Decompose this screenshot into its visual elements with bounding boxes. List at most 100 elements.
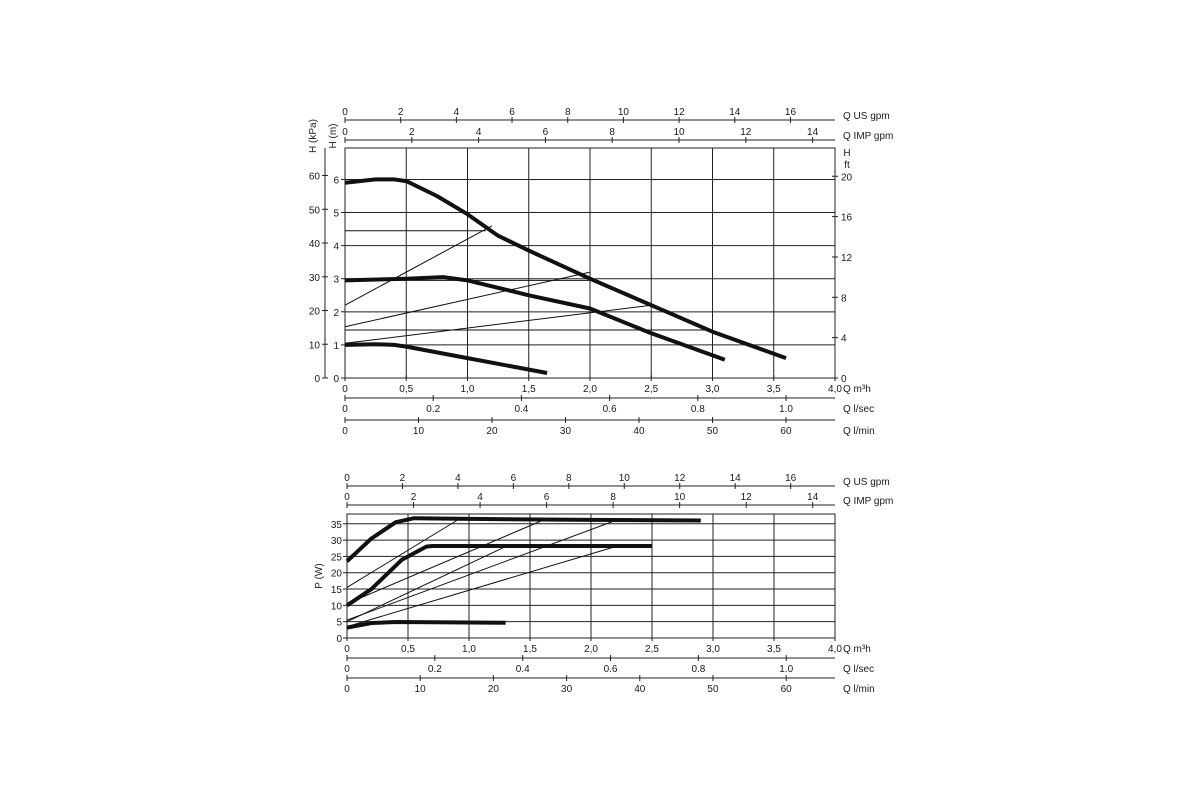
top-axis-tick-label: 12 xyxy=(741,492,753,503)
y-axis-tick-label: 10 xyxy=(331,601,343,612)
top-axis-tick-label: 8 xyxy=(609,127,615,138)
bottom-axis-tick-label: 0 xyxy=(344,664,350,675)
y-axis-tick-label-ft: 0 xyxy=(841,374,847,385)
top-axis-tick-label: 12 xyxy=(740,127,752,138)
reference-line xyxy=(346,546,506,623)
top-axis-tick-label: 0 xyxy=(342,127,348,138)
y-axis-tick-label-kpa: 50 xyxy=(309,205,321,216)
bottom-axis-tick-label: 0.4 xyxy=(514,404,528,415)
bottom-axis-tick-label: 1.0 xyxy=(779,664,793,675)
top-axis-tick-label: 8 xyxy=(565,107,571,118)
y-axis-tick-label-kpa: 20 xyxy=(309,307,321,318)
bottom-axis-tick-label: 4,0 xyxy=(828,644,842,655)
top-axis-tick-label: 12 xyxy=(674,473,686,484)
top-axis-tick-label: 8 xyxy=(566,473,572,484)
y-axis-tick-label-m: 5 xyxy=(333,209,339,220)
bottom-axis-tick-label: 0 xyxy=(342,404,348,415)
y-axis-tick-label-ft: 8 xyxy=(841,293,847,304)
bottom-axis-tick-label: 2,5 xyxy=(645,644,659,655)
bottom-axis-label: Q l/sec xyxy=(843,404,874,415)
reference-line xyxy=(344,304,652,344)
performance-curve xyxy=(346,620,506,630)
top-axis-tick-label: 4 xyxy=(476,127,482,138)
performance-curve xyxy=(345,544,652,608)
bottom-axis-tick-label: 0,5 xyxy=(401,644,415,655)
bottom-axis-label: Q l/sec xyxy=(843,664,874,675)
y-axis-tick-label-kpa: 0 xyxy=(314,374,320,385)
top-axis-tick-label: 10 xyxy=(618,107,630,118)
y-axis-title-ft: H xyxy=(843,148,850,159)
performance-curve xyxy=(345,516,701,563)
reference-line xyxy=(344,271,591,328)
top-axis-tick-label: 10 xyxy=(673,127,685,138)
reference-line xyxy=(346,520,458,588)
top-axis-label: Q IMP gpm xyxy=(843,131,893,142)
y-axis-tick-label-ft: 12 xyxy=(841,253,853,264)
y-axis-tick-label: 0 xyxy=(336,634,342,645)
y-axis-tick-label-m: 0 xyxy=(333,374,339,385)
top-axis-tick-label: 4 xyxy=(477,492,483,503)
bottom-axis-tick-label: 40 xyxy=(634,684,646,695)
y-axis-tick-label: 5 xyxy=(336,618,342,629)
bottom-axis-tick-label: 0.4 xyxy=(516,664,530,675)
top-axis-tick-label: 8 xyxy=(610,492,616,503)
y-axis-tick-label-kpa: 10 xyxy=(309,340,321,351)
bottom-axis-tick-label: 10 xyxy=(413,426,425,437)
top-axis-tick-label: 4 xyxy=(454,107,460,118)
top-axis-tick-label: 6 xyxy=(543,127,549,138)
bottom-axis-tick-label: 0 xyxy=(342,384,348,395)
y-axis-tick-label: 25 xyxy=(331,552,343,563)
top-axis-tick-label: 2 xyxy=(400,473,406,484)
y-axis-tick-label: 35 xyxy=(331,520,343,531)
top-axis-tick-label: 16 xyxy=(785,473,797,484)
top-axis-label: Q US gpm xyxy=(843,477,890,488)
y-axis-tick-label-ft: 20 xyxy=(841,172,853,183)
bottom-axis-tick-label: 1,5 xyxy=(522,384,536,395)
top-axis-tick-label: 10 xyxy=(619,473,631,484)
reference-line xyxy=(346,520,543,605)
y-axis-tick-label-kpa: 30 xyxy=(309,273,321,284)
performance-curve xyxy=(344,275,726,362)
y-axis-title-m: H (m) xyxy=(328,124,339,149)
y-axis-title-ft-unit: ft xyxy=(844,160,850,171)
bottom-axis-tick-label: 3,0 xyxy=(706,644,720,655)
reference-line xyxy=(346,520,616,621)
bottom-axis-tick-label: 10 xyxy=(415,684,427,695)
bottom-axis-tick-label: 1,0 xyxy=(462,644,476,655)
bottom-axis-tick-label: 20 xyxy=(488,684,500,695)
bottom-axis-tick-label: 50 xyxy=(707,684,719,695)
reference-line xyxy=(344,225,493,306)
y-axis-tick-label: 15 xyxy=(331,585,343,596)
top-axis-tick-label: 10 xyxy=(674,492,686,503)
bottom-axis-tick-label: 0.2 xyxy=(428,664,442,675)
bottom-axis-tick-label: 50 xyxy=(707,426,719,437)
bottom-axis-label: Q l/min xyxy=(843,426,875,437)
bottom-axis-tick-label: 0.6 xyxy=(604,664,618,675)
top-axis-tick-label: 6 xyxy=(509,107,515,118)
bottom-axis-tick-label: 1.0 xyxy=(779,404,793,415)
bottom-axis-tick-label: 2,0 xyxy=(583,384,597,395)
bottom-axis-tick-label: 0 xyxy=(342,426,348,437)
y-axis-tick-label-kpa: 60 xyxy=(309,172,321,183)
top-axis-tick-label: 6 xyxy=(511,473,517,484)
bottom-axis-tick-label: 0,5 xyxy=(399,384,413,395)
bottom-axis-tick-label: 60 xyxy=(781,684,793,695)
y-axis-tick-label-ft: 4 xyxy=(841,334,847,345)
bottom-axis-tick-label: 0.8 xyxy=(691,664,705,675)
top-axis-tick-label: 0 xyxy=(344,473,350,484)
top-axis-tick-label: 14 xyxy=(730,473,742,484)
top-axis-tick-label: 12 xyxy=(674,107,686,118)
bottom-axis-tick-label: 1,5 xyxy=(523,644,537,655)
bottom-axis-tick-label: 3,5 xyxy=(767,384,781,395)
bottom-axis-tick-label: 40 xyxy=(633,426,645,437)
bottom-axis-tick-label: 20 xyxy=(486,426,498,437)
bottom-axis-tick-label: 30 xyxy=(561,684,573,695)
bottom-axis-label: Q m³h xyxy=(843,384,871,395)
top-axis-tick-label: 14 xyxy=(729,107,741,118)
performance-curve xyxy=(344,342,548,375)
bottom-axis-tick-label: 60 xyxy=(780,426,792,437)
top-axis-label: Q IMP gpm xyxy=(843,496,893,507)
y-axis-tick-label-m: 1 xyxy=(333,341,339,352)
